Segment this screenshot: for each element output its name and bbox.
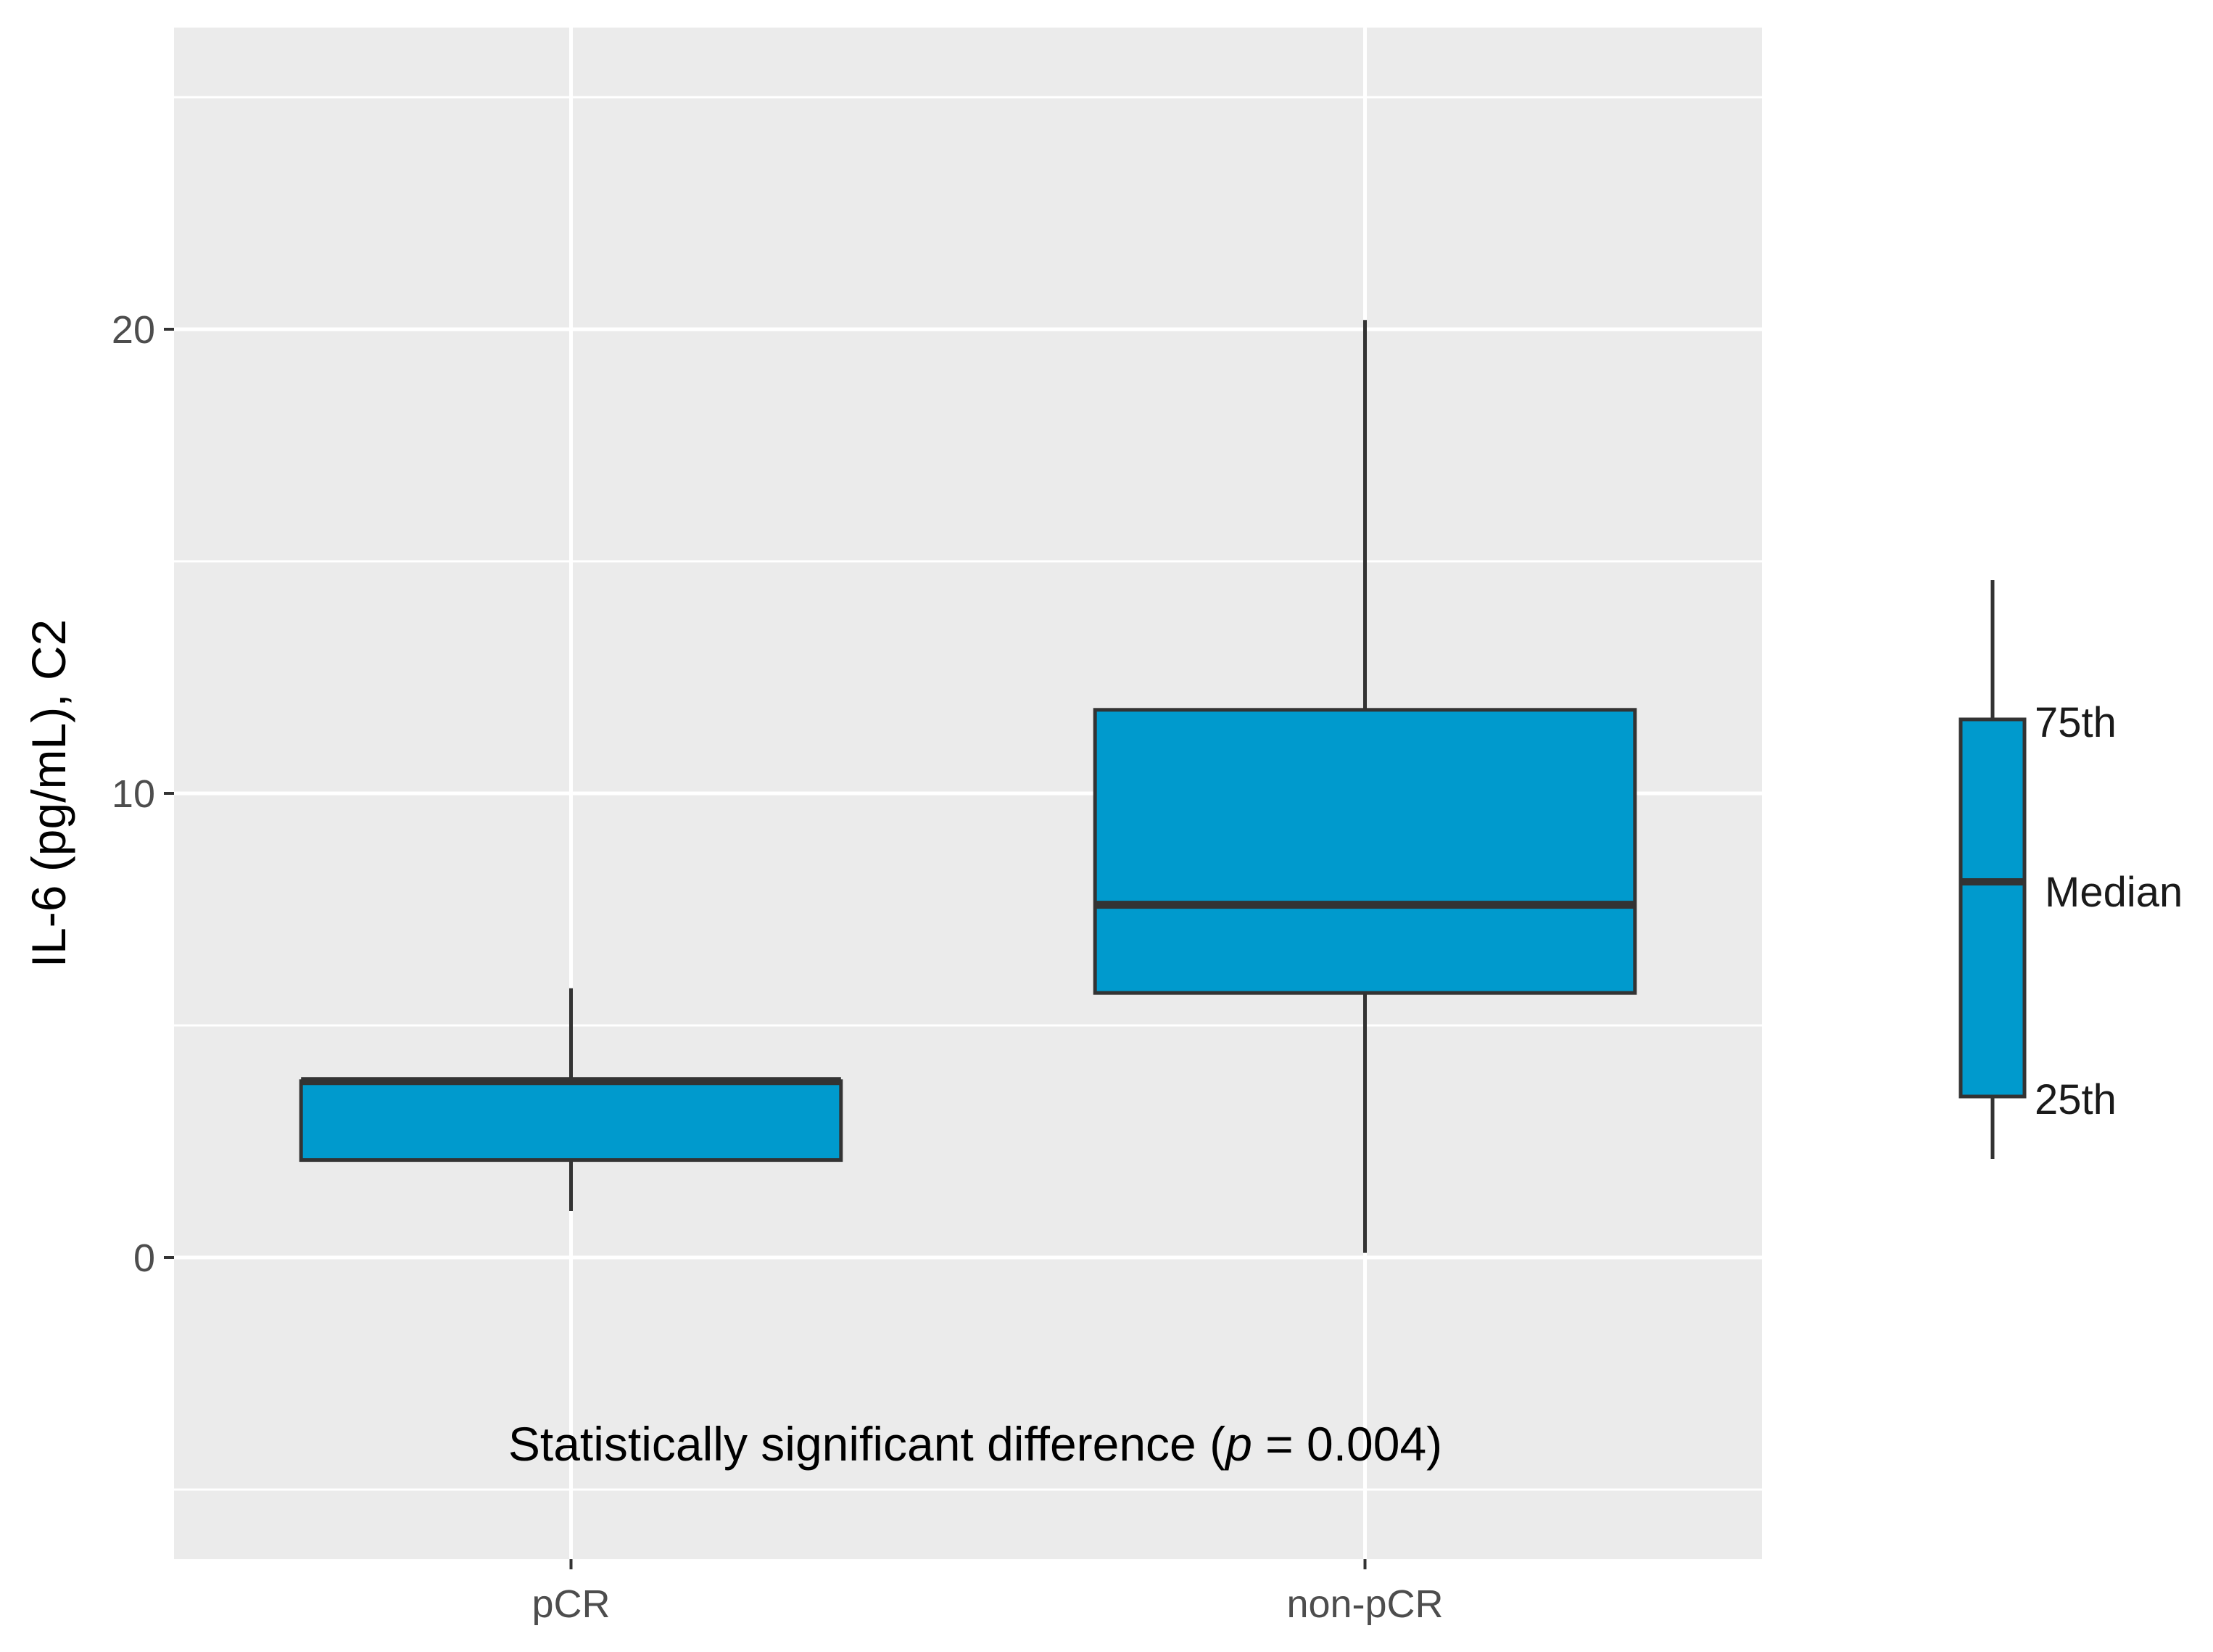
annotation-p-symbol: p bbox=[1224, 1417, 1252, 1471]
minor-gridlines bbox=[174, 96, 1762, 1491]
iqr-box bbox=[1093, 708, 1637, 995]
boxplot-legend: 75th Median 25th bbox=[1958, 580, 2183, 1159]
x-axis: pCR non-pCR bbox=[531, 1559, 1444, 1626]
y-tick-label: 20 bbox=[112, 308, 155, 352]
legend-label-median: Median bbox=[2045, 869, 2183, 916]
annotation-prefix: Statistically significant difference ( bbox=[508, 1417, 1225, 1471]
iqr-box bbox=[299, 1079, 843, 1162]
x-tick-label: pCR bbox=[531, 1582, 610, 1626]
box-pcr bbox=[299, 988, 843, 1211]
legend-box bbox=[1958, 717, 2027, 1099]
y-tick-label: 0 bbox=[133, 1236, 155, 1280]
legend-label-75th: 75th bbox=[2035, 699, 2117, 746]
box-non-pcr bbox=[1093, 320, 1637, 1253]
y-tick-label: 10 bbox=[112, 772, 155, 816]
annotation-suffix: = 0.004) bbox=[1252, 1417, 1442, 1471]
y-axis: 0 10 20 bbox=[112, 308, 174, 1280]
y-axis-title: IL-6 (pg/mL), C2 bbox=[22, 619, 75, 968]
x-tick-label: non-pCR bbox=[1286, 1582, 1443, 1626]
legend-label-25th: 25th bbox=[2035, 1076, 2117, 1123]
significance-annotation: Statistically significant difference (p … bbox=[508, 1417, 1442, 1471]
boxes bbox=[299, 320, 1637, 1253]
